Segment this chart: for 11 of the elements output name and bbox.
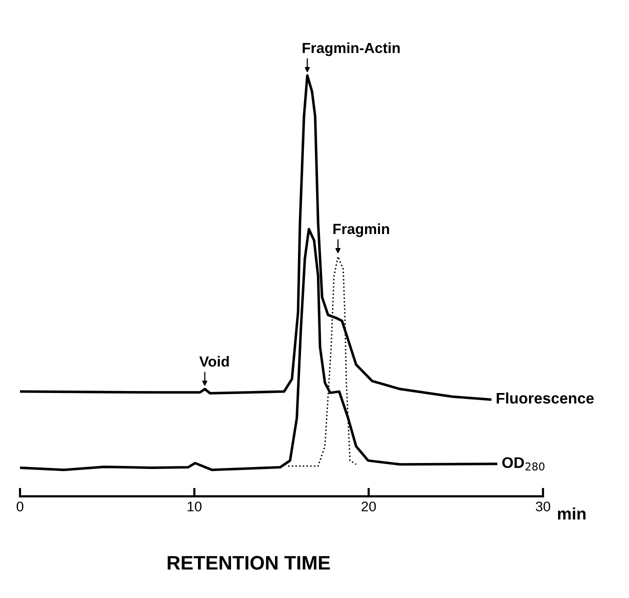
text: min — [558, 507, 586, 520]
x-tick-label: 20 — [362, 502, 376, 512]
series-label: Fluorescence — [496, 392, 594, 404]
x-axis-title: RETENTION TIME — [168, 556, 330, 570]
annotation: Fragmin — [333, 223, 390, 238]
annotation: Fragmin-Actin — [302, 42, 400, 56]
x-tick-label: 10 — [188, 502, 202, 512]
x-tick-label: 30 — [536, 502, 550, 512]
x-tick-label: 0 — [16, 502, 24, 512]
series-label: OD$_{280}$ — [502, 457, 544, 471]
annotation: Void — [199, 356, 229, 367]
